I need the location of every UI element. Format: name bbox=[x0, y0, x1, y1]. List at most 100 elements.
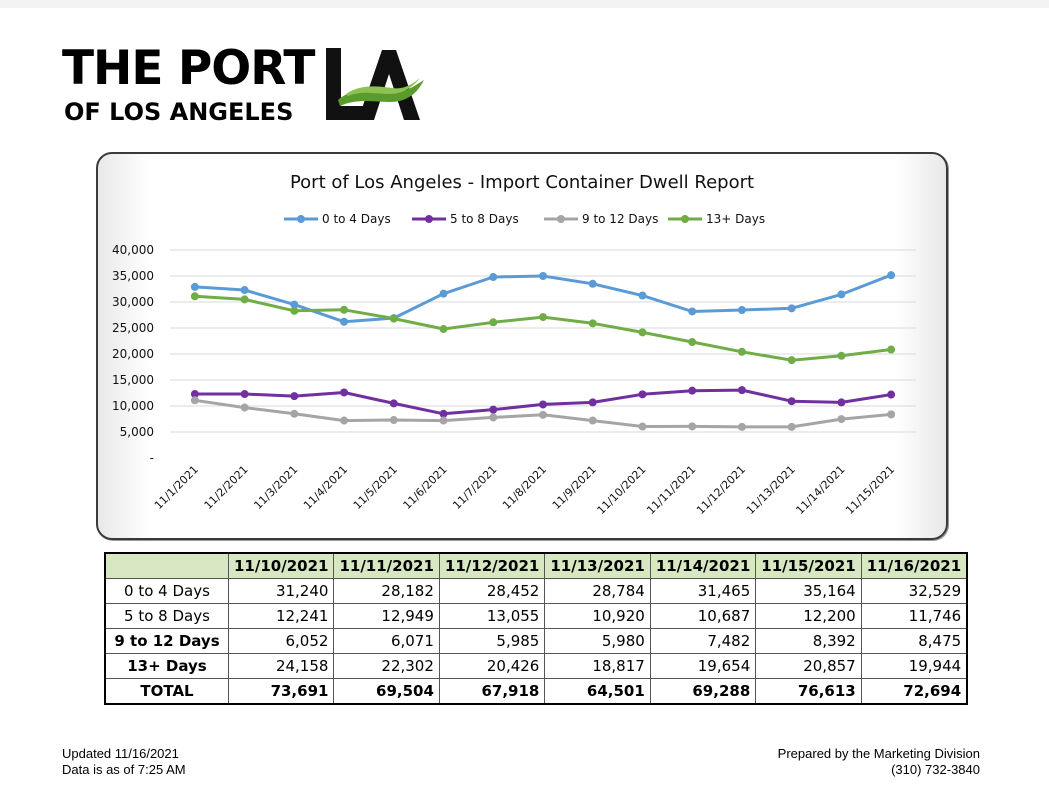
x-tick-label: 11/3/2021 bbox=[251, 463, 300, 512]
la-logo-icon bbox=[326, 48, 424, 120]
x-tick-label: 11/7/2021 bbox=[450, 463, 499, 512]
x-tick-label: 11/15/2021 bbox=[843, 463, 897, 517]
table-cell: 73,691 bbox=[227, 678, 335, 705]
legend-swatch-marker bbox=[425, 215, 433, 223]
table-cell: 31,465 bbox=[649, 578, 757, 604]
x-tick-label: 11/12/2021 bbox=[694, 463, 748, 517]
data-point bbox=[190, 282, 199, 291]
data-point bbox=[787, 397, 796, 406]
table-cell: 10,920 bbox=[544, 603, 651, 629]
y-tick-label: 10,000 bbox=[112, 399, 154, 413]
table-cell: 13,055 bbox=[438, 603, 546, 629]
data-point bbox=[439, 325, 448, 334]
data-as-of-text: Data is as of 7:25 AM bbox=[62, 762, 186, 777]
data-point bbox=[340, 317, 349, 326]
table-cell: 5,980 bbox=[544, 628, 651, 654]
data-point bbox=[389, 314, 398, 323]
legend-label: 13+ Days bbox=[706, 212, 765, 226]
y-tick-label: 25,000 bbox=[112, 321, 154, 335]
column-header: 11/14/2021 bbox=[649, 552, 757, 579]
table-cell: 76,613 bbox=[755, 678, 862, 705]
dwell-line-chart: Port of Los Angeles - Import Container D… bbox=[112, 172, 916, 517]
row-label: 0 to 4 Days bbox=[104, 578, 229, 604]
table-cell: 72,694 bbox=[860, 678, 968, 705]
data-point bbox=[638, 422, 647, 431]
table-cell: 11,746 bbox=[860, 603, 968, 629]
y-tick-label: 5,000 bbox=[120, 425, 154, 439]
x-tick-label: 11/1/2021 bbox=[152, 463, 201, 512]
table-cell: 28,452 bbox=[438, 578, 546, 604]
table-corner-cell bbox=[104, 552, 229, 579]
y-tick-label: - bbox=[150, 451, 154, 465]
data-point bbox=[539, 400, 547, 409]
data-point bbox=[688, 386, 697, 395]
data-point bbox=[290, 300, 299, 309]
table-cell: 6,052 bbox=[227, 628, 335, 654]
data-point bbox=[539, 410, 547, 419]
column-header: 11/12/2021 bbox=[438, 552, 546, 579]
data-point bbox=[439, 289, 448, 298]
table-cell: 35,164 bbox=[755, 578, 862, 604]
data-point bbox=[290, 392, 299, 401]
x-tick-label: 11/10/2021 bbox=[595, 463, 649, 517]
table-row: 9 to 12 Days 6,052 6,071 5,985 5,980 7,4… bbox=[104, 628, 968, 654]
data-point bbox=[240, 390, 249, 399]
table-cell: 12,241 bbox=[227, 603, 335, 629]
data-point bbox=[240, 295, 249, 304]
footer-right: Prepared by the Marketing Division (310)… bbox=[700, 746, 980, 778]
x-tick-label: 11/13/2021 bbox=[744, 463, 798, 517]
data-point bbox=[389, 416, 398, 425]
data-point bbox=[887, 271, 896, 280]
top-bar bbox=[0, 0, 1049, 8]
row-label: TOTAL bbox=[104, 678, 229, 705]
table-header-row: 11/10/2021 11/11/2021 11/12/2021 11/13/2… bbox=[104, 552, 968, 579]
table-cell: 28,784 bbox=[544, 578, 651, 604]
column-header: 11/15/2021 bbox=[755, 552, 862, 579]
legend-label: 9 to 12 Days bbox=[582, 212, 658, 226]
legend-swatch-marker bbox=[681, 215, 689, 223]
y-tick-label: 15,000 bbox=[112, 373, 154, 387]
legend-label: 0 to 4 Days bbox=[322, 212, 391, 226]
table-cell: 7,482 bbox=[649, 628, 757, 654]
data-point bbox=[389, 399, 398, 408]
table-cell: 8,475 bbox=[860, 628, 968, 654]
data-point bbox=[539, 313, 547, 322]
table-cell: 18,817 bbox=[544, 653, 651, 679]
data-point bbox=[190, 396, 199, 405]
data-point bbox=[539, 272, 547, 280]
table-row-total: TOTAL 73,691 69,504 67,918 64,501 69,288… bbox=[104, 678, 968, 705]
table-cell: 8,392 bbox=[755, 628, 862, 654]
row-label: 5 to 8 Days bbox=[104, 603, 229, 629]
data-point bbox=[588, 319, 597, 328]
column-header: 11/11/2021 bbox=[333, 552, 440, 579]
dwell-table: 11/10/2021 11/11/2021 11/12/2021 11/13/2… bbox=[104, 552, 969, 705]
data-point bbox=[638, 390, 647, 399]
x-tick-label: 11/11/2021 bbox=[644, 463, 698, 517]
logo-line-1: THE PORT bbox=[62, 41, 315, 96]
table-cell: 10,687 bbox=[649, 603, 757, 629]
data-point bbox=[588, 398, 597, 407]
table-row: 0 to 4 Days 31,240 28,182 28,452 28,784 … bbox=[104, 578, 968, 604]
table-cell: 28,182 bbox=[333, 578, 440, 604]
data-point bbox=[787, 304, 796, 313]
data-point bbox=[787, 356, 796, 365]
data-point bbox=[688, 307, 697, 316]
table-cell: 12,200 bbox=[755, 603, 862, 629]
data-point bbox=[737, 386, 746, 395]
x-tick-label: 11/6/2021 bbox=[401, 463, 450, 512]
data-point bbox=[638, 328, 647, 337]
data-point bbox=[489, 405, 498, 414]
data-point bbox=[290, 409, 299, 418]
legend-label: 5 to 8 Days bbox=[450, 212, 519, 226]
table-cell: 19,654 bbox=[649, 653, 757, 679]
table-cell: 69,288 bbox=[649, 678, 757, 705]
data-point bbox=[737, 306, 746, 315]
table-row: 13+ Days 24,158 22,302 20,426 18,817 19,… bbox=[104, 653, 968, 679]
table-cell: 31,240 bbox=[227, 578, 335, 604]
data-point bbox=[837, 351, 846, 360]
table-cell: 64,501 bbox=[544, 678, 651, 705]
column-header: 11/10/2021 bbox=[227, 552, 335, 579]
data-point bbox=[887, 410, 896, 419]
data-point bbox=[638, 291, 647, 300]
table-cell: 22,302 bbox=[333, 653, 440, 679]
